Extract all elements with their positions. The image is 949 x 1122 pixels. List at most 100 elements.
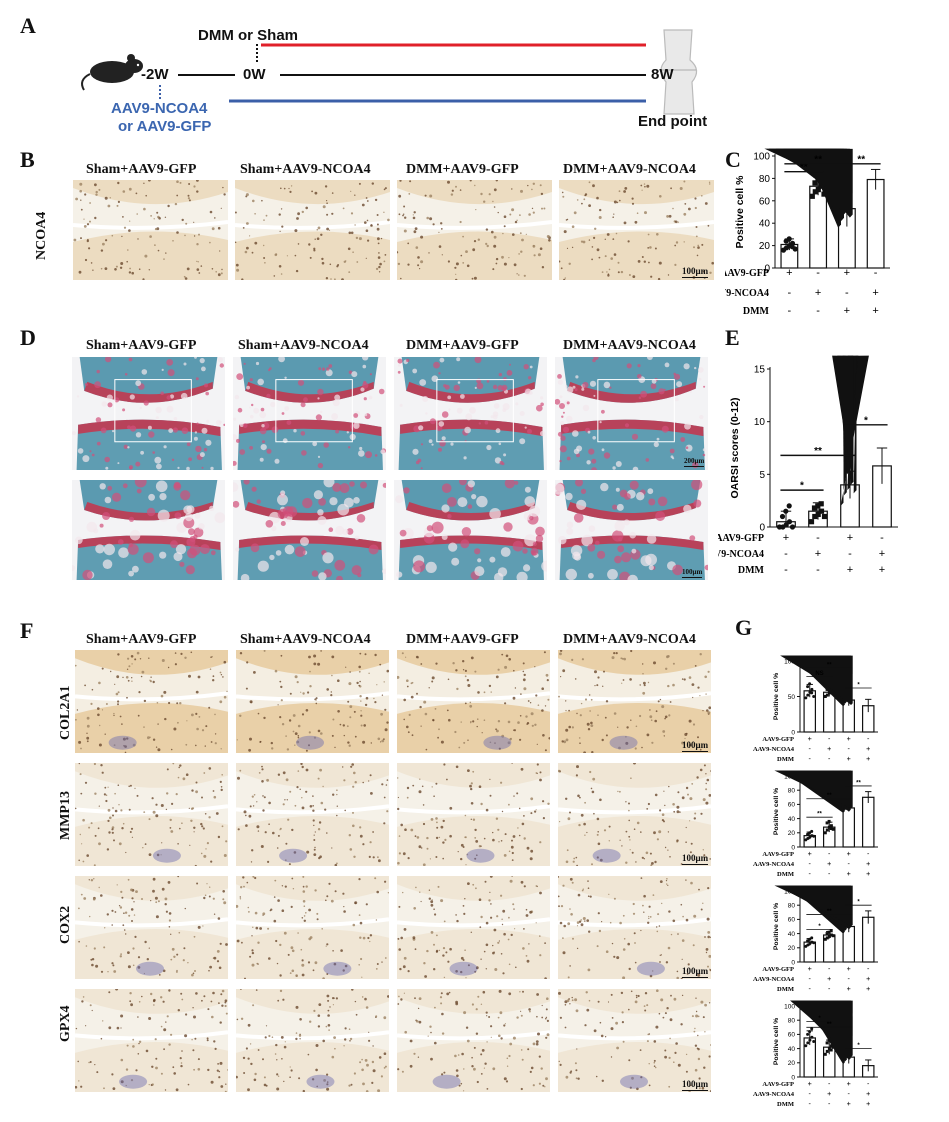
tissue-texture — [559, 180, 714, 280]
safranin-texture — [555, 357, 708, 470]
y-tick-label: 5 — [759, 470, 765, 481]
condition-sign-2-4: + — [866, 1090, 870, 1098]
significance-label-1: ** — [817, 812, 822, 818]
data-point-1-3 — [808, 1038, 812, 1042]
condition-sign-1-3: + — [847, 735, 851, 743]
significance-label-3: * — [864, 415, 868, 426]
d-header-1: Sham+AAV9-GFP — [86, 338, 197, 353]
condition-sign-1-3: + — [844, 267, 850, 279]
tissue-texture — [558, 763, 711, 866]
data-point-2-3 — [827, 825, 831, 829]
f-row-label-gpx4: GPX4 — [58, 1005, 73, 1042]
virus-label-2: or AAV9-GFP — [118, 118, 212, 135]
condition-sign-2-1: - — [809, 1090, 812, 1098]
d-header-4: DMM+AAV9-NCOA4 — [563, 338, 696, 353]
f-mmp13-image-1 — [75, 763, 228, 866]
condition-sign-1-2: - — [828, 1080, 831, 1088]
data-point-2-7 — [829, 929, 833, 933]
safranin-texture — [233, 480, 386, 580]
condition-sign-3-1: - — [809, 870, 812, 878]
condition-sign-3-2: - — [828, 985, 831, 993]
f-gpx4-image-2 — [236, 989, 389, 1092]
y-tick-label: 0 — [764, 264, 770, 275]
f-scale-bar-2: 100μm — [682, 853, 709, 865]
data-point-2-2 — [825, 693, 829, 697]
condition-label-3: DMM — [777, 871, 794, 878]
significance-label-2: ** — [814, 154, 822, 165]
f-row-label-cox2: COX2 — [58, 905, 73, 944]
condition-sign-2-1: - — [809, 860, 812, 868]
y-tick-label: 60 — [759, 196, 771, 207]
data-point-2-3 — [827, 691, 831, 695]
significance-label-2: ** — [814, 446, 822, 457]
data-point-2-2 — [812, 513, 818, 520]
data-point-2-7 — [829, 827, 833, 830]
condition-sign-1-3: + — [847, 1080, 851, 1088]
f-col2a1-image-4 — [558, 650, 711, 753]
data-point-2-4 — [829, 933, 833, 937]
data-point-1-6 — [786, 236, 792, 242]
condition-sign-1-1: + — [783, 532, 789, 544]
data-point-1-8 — [812, 834, 816, 838]
condition-sign-1-2: - — [816, 267, 820, 279]
d-header-3: DMM+AAV9-GFP — [406, 338, 519, 353]
timepoint-8w: 8W — [651, 66, 674, 83]
b-image-1 — [73, 180, 228, 280]
safranin-texture — [72, 480, 225, 580]
significance-label-2: ** — [827, 793, 832, 799]
y-tick-label: 60 — [788, 1032, 796, 1039]
y-tick-label: 50 — [788, 694, 796, 701]
significance-label-1: * — [818, 924, 821, 930]
y-axis-title: OARSI scores (0-12) — [729, 398, 741, 499]
y-axis-title: Positive cell % — [773, 788, 780, 835]
condition-sign-2-2: + — [827, 975, 831, 983]
mouse-icon — [81, 54, 143, 91]
f-header-4: DMM+AAV9-NCOA4 — [563, 632, 696, 647]
condition-sign-3-3: + — [847, 564, 853, 576]
condition-label-1: AAV9-GFP — [718, 533, 764, 544]
data-point-1-1 — [804, 1044, 808, 1048]
tissue-texture — [397, 876, 550, 979]
data-point-1-8 — [792, 246, 798, 252]
significance-label-3: * — [857, 1043, 860, 1049]
y-tick-label: 0 — [791, 844, 795, 851]
data-point-1-2 — [806, 1041, 810, 1045]
condition-label-2: AAV9-NCOA4 — [753, 746, 795, 753]
data-point-2-8 — [821, 513, 828, 520]
d-zoom-3 — [394, 480, 547, 580]
data-point-2-1 — [808, 519, 815, 525]
data-point-1-6 — [783, 508, 789, 514]
data-point-2-6 — [815, 503, 821, 509]
data-point-2-3 — [815, 511, 821, 517]
end-point-label: End point — [638, 113, 708, 130]
data-point-2-1 — [809, 193, 815, 199]
d-overview-1 — [72, 357, 225, 470]
y-tick-label: 80 — [788, 1017, 796, 1024]
data-point-1-2 — [806, 693, 810, 697]
data-point-1-2 — [806, 943, 810, 947]
y-tick-label: 20 — [788, 1060, 796, 1067]
data-point-1-4 — [786, 519, 793, 525]
condition-sign-3-3: + — [847, 870, 851, 878]
condition-sign-3-4: + — [872, 305, 878, 317]
condition-sign-3-4: + — [866, 870, 870, 878]
tissue-texture — [75, 650, 228, 753]
data-point-2-1 — [823, 937, 827, 941]
b-image-3 — [397, 180, 552, 280]
data-point-2-1 — [823, 831, 827, 835]
condition-sign-2-3: - — [848, 860, 851, 868]
f-row-label-mmp13: MMP13 — [58, 791, 73, 840]
safranin-texture — [555, 480, 708, 580]
data-point-1-5 — [806, 1032, 810, 1036]
condition-sign-2-2: + — [827, 860, 831, 868]
condition-sign-2-2: + — [815, 287, 821, 299]
data-point-3-8 — [790, 655, 853, 706]
condition-label-3: DMM — [777, 1101, 794, 1108]
condition-label-3: DMM — [738, 565, 765, 576]
condition-sign-1-4: - — [867, 850, 870, 858]
f-cox2-image-3 — [397, 876, 550, 979]
panel-letter-b: B — [20, 147, 35, 172]
condition-label-3: DMM — [777, 756, 794, 763]
